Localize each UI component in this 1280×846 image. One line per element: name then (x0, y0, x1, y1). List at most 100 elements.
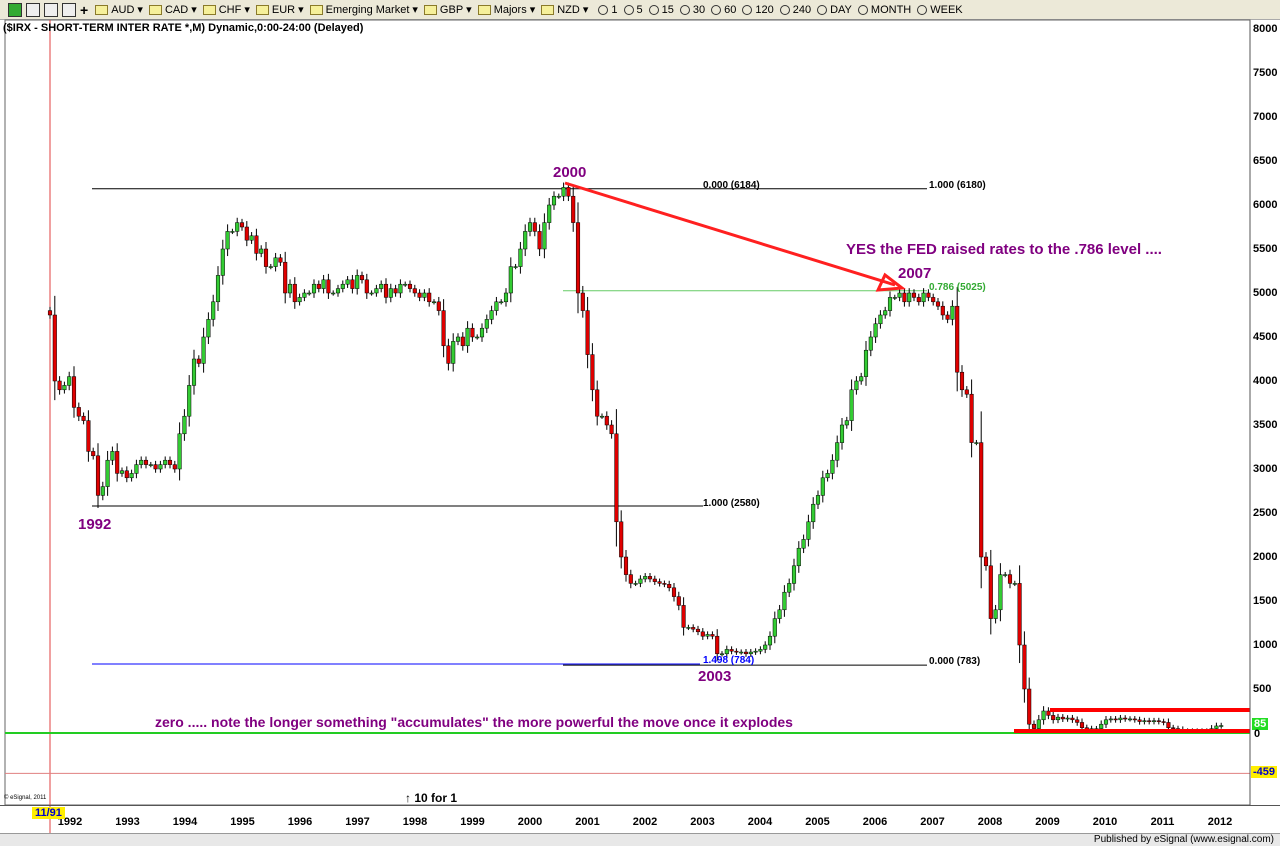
candle-body (883, 310, 888, 316)
candle-body (460, 336, 465, 347)
candle-body (182, 415, 187, 435)
toolbar-folder-majors[interactable]: Majors ▾ (475, 3, 539, 16)
candle-body (1214, 725, 1219, 729)
label-2003: 2003 (698, 668, 732, 685)
candle-body (652, 578, 657, 582)
dropdown-arrow-icon: ▾ (582, 4, 589, 16)
candle-body (921, 292, 926, 303)
properties-icon[interactable] (62, 2, 76, 17)
candle-body (508, 266, 513, 294)
toolbar-folder-aud[interactable]: AUD ▾ (92, 3, 146, 16)
folder-icon (423, 4, 437, 15)
interval-5[interactable]: 5 (621, 4, 646, 16)
candle-body (446, 345, 451, 364)
candle-body (691, 627, 696, 630)
interval-120[interactable]: 120 (739, 4, 776, 16)
status-bar: Published by eSignal (www.esignal.com) (0, 833, 1280, 846)
candle-body (1079, 722, 1085, 728)
add-icon[interactable]: + (80, 1, 89, 18)
candle-body (815, 495, 821, 505)
interval-30[interactable]: 30 (677, 4, 708, 16)
split-marker: ↑ 10 for 1 (405, 791, 458, 805)
candle-body (187, 385, 192, 417)
toolbar-folder-cad[interactable]: CAD ▾ (146, 3, 200, 16)
x-tick-label: 2010 (1092, 816, 1118, 828)
candle-body (340, 283, 345, 289)
candle-body (124, 470, 129, 479)
candle-body (1108, 718, 1113, 721)
interval-240[interactable]: 240 (777, 4, 814, 16)
layout-icon[interactable] (26, 2, 40, 17)
plot-frame (4, 19, 1251, 806)
cursor-value-tag: -459 (1251, 766, 1278, 778)
candle-body (695, 628, 701, 633)
fib-label: 0.786 (5025) (929, 282, 986, 293)
candle-body (1031, 723, 1037, 729)
interval-60[interactable]: 60 (708, 4, 739, 16)
candle-body (263, 248, 269, 267)
toolbar-folder-emerging-market[interactable]: Emerging Market ▾ (307, 3, 421, 16)
candle-body (403, 283, 408, 286)
candle-body (1012, 583, 1017, 585)
candle-body (153, 464, 158, 470)
candle-body (782, 591, 787, 611)
candle-body (451, 341, 456, 364)
candle-body (811, 503, 816, 523)
interval-day[interactable]: DAY (814, 4, 855, 16)
zero-annotation: zero ..... note the longer something "ac… (155, 714, 793, 730)
toolbar-folder-nzd[interactable]: NZD ▾ (538, 3, 591, 16)
folder-icon (477, 4, 491, 15)
candle-body (979, 442, 984, 558)
candle-body (470, 327, 475, 338)
interval-month[interactable]: MONTH (855, 4, 914, 16)
candle-body (518, 248, 523, 267)
folder-icon (255, 4, 269, 15)
x-tick-label: 2003 (690, 816, 715, 828)
zero-tick-label: 0 (1254, 728, 1261, 740)
toolbar-folder-chf[interactable]: CHF ▾ (200, 3, 253, 16)
clock-icon (598, 4, 609, 15)
candle-body (235, 222, 240, 232)
candle-body (436, 301, 441, 311)
folder-icon (309, 4, 323, 15)
candle-body (1051, 715, 1056, 721)
candle-body (1060, 716, 1065, 720)
candle-body (556, 195, 561, 198)
y-tick-label: 3000 (1253, 463, 1278, 475)
candle-body (388, 288, 393, 298)
candle-body (907, 292, 912, 303)
dropdown-arrow-icon: ▾ (466, 4, 472, 16)
x-tick-label: 1992 (57, 816, 83, 828)
candle-body (484, 319, 489, 329)
interval-1[interactable]: 1 (595, 4, 620, 16)
chart-icon[interactable] (8, 2, 22, 17)
copy-icon[interactable] (44, 2, 58, 17)
candle-body (551, 195, 557, 206)
toolbar-folder-eur[interactable]: EUR ▾ (253, 3, 307, 16)
toolbar-folder-gbp[interactable]: GBP ▾ (421, 3, 475, 16)
candle-body (767, 635, 773, 646)
copyright-label: © eSignal, 2011 (4, 795, 47, 801)
candle-body (619, 521, 624, 558)
candle-body (1027, 688, 1032, 725)
interval-week[interactable]: WEEK (914, 4, 965, 16)
candle-body (283, 261, 288, 294)
candle-body (662, 583, 667, 585)
candle-body (892, 297, 897, 299)
candle-body (455, 336, 461, 342)
candle-body (1137, 719, 1142, 722)
candle-body (825, 473, 830, 479)
interval-15[interactable]: 15 (646, 4, 677, 16)
candle-body (441, 310, 446, 347)
y-tick-label: 7500 (1253, 67, 1278, 79)
candle-body (547, 204, 552, 223)
x-tick-label: 1996 (287, 816, 313, 828)
candle-body (139, 459, 144, 465)
candle-body (479, 327, 485, 338)
candle-body (311, 283, 317, 294)
candle-body (81, 415, 86, 421)
candle-body (412, 288, 417, 294)
candle-body (854, 380, 859, 391)
candle-body (230, 231, 235, 233)
